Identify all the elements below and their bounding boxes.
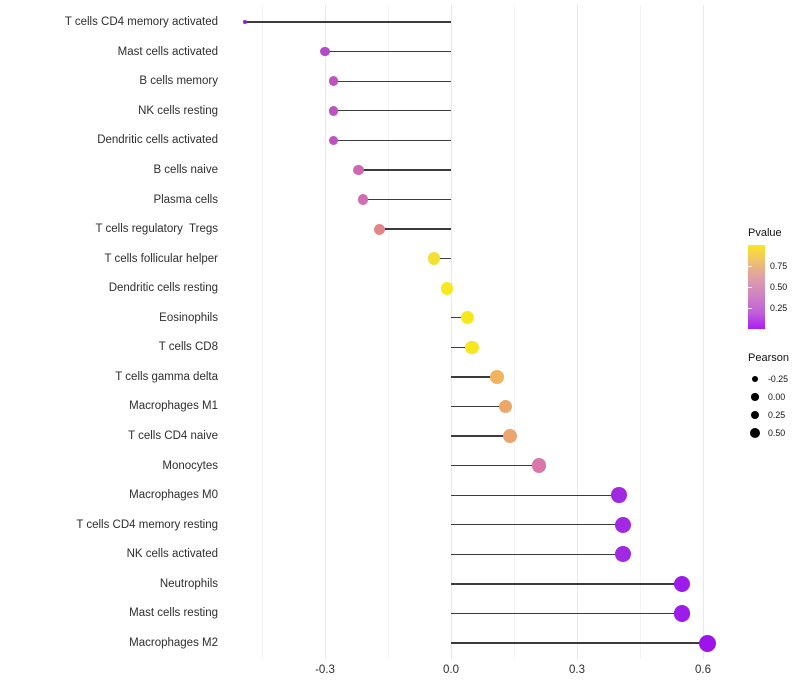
data-point-dot	[328, 135, 339, 146]
minor-gridline	[640, 5, 641, 659]
lollipop-stem	[451, 405, 506, 408]
pvalue-legend-tick-label: 0.25	[770, 303, 788, 313]
data-point-dot	[611, 487, 627, 504]
y-axis-label: Plasma cells	[153, 193, 218, 206]
lollipop-stem	[451, 346, 472, 348]
lollipop-stem	[333, 139, 451, 141]
data-point-dot	[243, 19, 248, 25]
lollipop-stem	[434, 257, 451, 260]
y-axis-label: T cells regulatory Tregs	[95, 223, 218, 236]
y-axis-label: Dendritic cells activated	[97, 134, 218, 147]
pearson-size-label: 0.00	[768, 392, 786, 402]
data-point-dot	[615, 546, 632, 563]
x-axis-tick-label: -0.3	[315, 664, 335, 676]
minor-gridline	[388, 5, 389, 659]
pvalue-gradient-tick	[748, 308, 752, 309]
pvalue-gradient-tick	[748, 287, 752, 288]
lollipop-stem	[451, 612, 682, 615]
lollipop-stem	[451, 583, 682, 585]
y-axis-label: B cells memory	[139, 75, 218, 88]
pearson-size-label: -0.25	[768, 374, 789, 384]
x-axis-tick-label: 0.6	[695, 664, 711, 676]
y-axis-label: T cells gamma delta	[115, 370, 218, 383]
data-point-dot	[673, 605, 691, 622]
lollipop-stem	[325, 51, 451, 53]
y-axis-label: NK cells activated	[126, 548, 218, 561]
y-axis-label: T cells follicular helper	[104, 252, 218, 265]
lollipop-stem	[451, 464, 540, 467]
data-point-dot	[428, 252, 441, 265]
data-point-dot	[615, 516, 632, 533]
pearson-legend-title: Pearson	[748, 352, 789, 364]
data-point-dot	[374, 223, 386, 235]
data-point-dot	[498, 399, 513, 414]
y-axis-label: Mast cells resting	[129, 607, 218, 620]
lollipop-stem	[451, 376, 498, 378]
y-axis-label: Dendritic cells resting	[108, 282, 218, 295]
lollipop-stem	[379, 228, 451, 230]
data-point-dot	[673, 575, 691, 593]
y-axis-label: Neutrophils	[159, 577, 218, 590]
lollipop-stem	[358, 169, 451, 171]
lollipop-stem	[451, 524, 624, 526]
pearson-size-dot	[752, 376, 758, 382]
major-gridline	[451, 5, 452, 659]
data-point-dot	[698, 634, 716, 652]
data-point-dot	[357, 194, 369, 205]
data-point-dot	[320, 46, 330, 57]
y-axis-label: T cells CD4 naive	[128, 430, 218, 443]
y-axis-label: Monocytes	[162, 459, 218, 472]
y-axis-label: NK cells resting	[138, 104, 218, 117]
data-point-dot	[461, 311, 475, 325]
pvalue-legend-title: Pvalue	[748, 227, 782, 239]
pearson-size-dot	[751, 393, 759, 401]
y-axis-label: Eosinophils	[159, 311, 218, 324]
pearson-size-label: 0.50	[768, 428, 786, 438]
data-point-dot	[328, 76, 339, 87]
data-point-dot	[328, 105, 339, 116]
y-axis-label: Macrophages M1	[129, 400, 218, 413]
minor-gridline	[514, 5, 515, 659]
pearson-legend: Pearson -0.25 0.00 0.25 0.50	[748, 352, 800, 438]
plot-panel	[225, 5, 729, 659]
data-point-dot	[490, 370, 504, 384]
x-axis-tick-label: 0.0	[443, 664, 459, 676]
data-point-dot	[502, 429, 517, 443]
pearson-size-dot	[750, 410, 760, 420]
major-gridline	[703, 5, 704, 659]
lollipop-stem	[451, 642, 708, 644]
lollipop-stem	[245, 21, 451, 23]
data-point-dot	[353, 164, 364, 176]
y-axis-label: T cells CD4 memory resting	[76, 518, 218, 531]
pearson-size-dot	[750, 428, 760, 438]
lollipop-stem	[451, 494, 619, 496]
y-axis-label: T cells CD8	[158, 341, 218, 354]
major-gridline	[577, 5, 578, 659]
pvalue-legend: Pvalue 0.75 0.50 0.25	[748, 227, 800, 329]
major-gridline	[325, 5, 326, 659]
y-axis-label: B cells naive	[153, 163, 218, 176]
pearson-size-label: 0.25	[768, 410, 786, 420]
data-point-dot	[532, 458, 547, 473]
lollipop-stem	[333, 80, 451, 82]
lollipop-stem	[362, 198, 451, 201]
pvalue-legend-tick-label: 0.50	[770, 282, 788, 292]
minor-gridline	[262, 5, 263, 659]
lollipop-stem	[333, 110, 451, 112]
x-axis-tick-label: 0.3	[569, 664, 585, 676]
y-axis-label: T cells CD4 memory activated	[64, 16, 218, 29]
lollipop-stem	[451, 553, 624, 555]
lollipop-stem	[451, 435, 510, 437]
data-point-dot	[440, 281, 454, 295]
pvalue-gradient-tick	[748, 266, 752, 267]
lollipop-stem	[451, 317, 468, 319]
pvalue-gradient-bar	[748, 245, 765, 329]
y-axis-label: Mast cells activated	[117, 45, 218, 58]
pvalue-legend-tick-label: 0.75	[770, 261, 788, 271]
y-axis-label: Macrophages M0	[129, 489, 218, 502]
y-axis-label: Macrophages M2	[129, 637, 218, 650]
data-point-dot	[465, 340, 479, 354]
